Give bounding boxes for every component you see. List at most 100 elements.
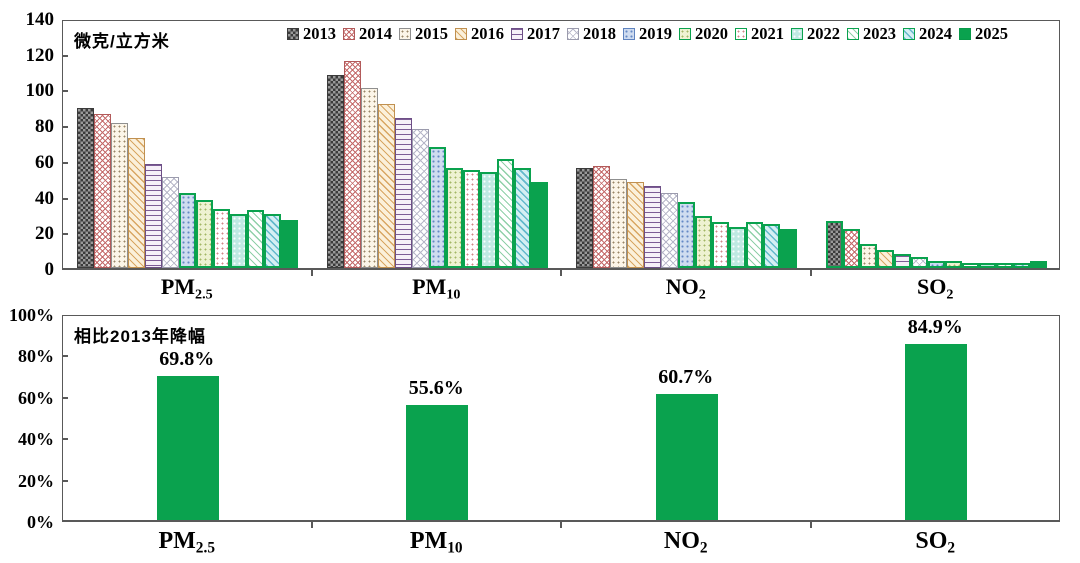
reduction-plot: 相比2013年降幅 bbox=[62, 315, 1060, 522]
bar-PM2.5-2025 bbox=[281, 219, 299, 268]
bar-PM10-2017 bbox=[394, 118, 412, 268]
y-axis-label: 60 bbox=[35, 151, 54, 173]
y-axis-tick bbox=[62, 479, 68, 482]
legend-swatch bbox=[567, 28, 579, 40]
bar-PM2.5-2015 bbox=[111, 123, 129, 268]
bar-SO2-2016 bbox=[876, 250, 894, 268]
legend-swatch bbox=[903, 28, 915, 40]
legend-item: 2025 bbox=[959, 24, 1008, 44]
bar-PM2.5-2013 bbox=[77, 108, 95, 268]
category-label: PM2.5 bbox=[160, 274, 213, 303]
y-axis-label: 80% bbox=[18, 346, 54, 367]
y-axis-label: 100% bbox=[9, 305, 54, 325]
legend-item: 2014 bbox=[343, 24, 392, 44]
bar-PM2.5-2016 bbox=[128, 137, 146, 268]
legend-swatch bbox=[287, 28, 299, 40]
bar-PM2.5-2022 bbox=[230, 214, 248, 268]
bar-PM2.5-2014 bbox=[94, 114, 112, 268]
bar-NO2-2024 bbox=[763, 224, 781, 268]
category-label: PM10 bbox=[412, 274, 461, 303]
legend-year: 2019 bbox=[639, 24, 672, 43]
y-axis-tick bbox=[62, 233, 68, 236]
bar-NO2-2022 bbox=[729, 226, 747, 268]
legend-swatch bbox=[959, 28, 971, 40]
bar-SO2-2024 bbox=[1012, 262, 1030, 268]
bar-SO2-2025 bbox=[1029, 260, 1047, 268]
legend-year: 2021 bbox=[751, 24, 784, 43]
legend-item: 2019 bbox=[623, 24, 672, 44]
value-label: 60.7% bbox=[658, 366, 714, 389]
y-axis-tick bbox=[62, 396, 68, 399]
bar-NO2-2021 bbox=[712, 221, 730, 268]
category-label: NO2 bbox=[665, 274, 706, 303]
legend-year: 2022 bbox=[807, 24, 840, 43]
x-axis-tick bbox=[809, 270, 812, 276]
bar-SO2-2019 bbox=[927, 260, 945, 268]
legend-item: 2024 bbox=[903, 24, 952, 44]
bar-NO2-2015 bbox=[610, 178, 628, 268]
y-axis-tick bbox=[62, 90, 68, 93]
legend-item: 2022 bbox=[791, 24, 840, 44]
legend-item: 2020 bbox=[679, 24, 728, 44]
legend-year: 2013 bbox=[303, 24, 336, 43]
legend-swatch bbox=[623, 28, 635, 40]
category-label: SO2 bbox=[915, 528, 956, 557]
y-axis-label: 40% bbox=[18, 429, 54, 450]
bar-PM2.5-2019 bbox=[179, 193, 197, 268]
y-axis-tick bbox=[62, 197, 68, 200]
legend-year: 2014 bbox=[359, 24, 392, 43]
concentration-plot: 微克/立方米 bbox=[62, 20, 1060, 270]
category-label: PM2.5 bbox=[158, 528, 215, 557]
bar-PM2.5-2023 bbox=[247, 209, 265, 268]
unit-label: 微克/立方米 bbox=[74, 32, 170, 51]
legend-swatch bbox=[679, 28, 691, 40]
y-axis-label: 100 bbox=[25, 80, 55, 102]
bar-PM10-2014 bbox=[343, 60, 361, 268]
y-axis-tick bbox=[62, 126, 68, 129]
legend-year: 2016 bbox=[471, 24, 504, 43]
y-axis-tick bbox=[62, 161, 68, 164]
legend-item: 2021 bbox=[735, 24, 784, 44]
bar-SO2-2014 bbox=[842, 228, 860, 268]
bar-PM2.5-2017 bbox=[145, 164, 163, 268]
legend-swatch bbox=[343, 28, 355, 40]
bar-PM10-2025 bbox=[530, 182, 548, 268]
value-label: 84.9% bbox=[907, 316, 963, 339]
category-label: NO2 bbox=[663, 528, 708, 557]
bar-PM10-2021 bbox=[462, 169, 480, 268]
x-axis-tick bbox=[560, 522, 562, 528]
reduction-bar-SO2 bbox=[905, 344, 968, 520]
legend-swatch bbox=[455, 28, 467, 40]
legend-swatch bbox=[735, 28, 747, 40]
legend-item: 2013 bbox=[287, 24, 336, 44]
bar-PM10-2023 bbox=[496, 159, 514, 268]
reduction-bar-PM10 bbox=[406, 404, 469, 520]
bar-PM2.5-2021 bbox=[213, 209, 231, 268]
category-label: SO2 bbox=[917, 274, 954, 303]
bar-NO2-2018 bbox=[661, 193, 679, 268]
y-axis-label: 40 bbox=[35, 187, 54, 209]
reduction-title: 相比2013年降幅 bbox=[74, 327, 206, 346]
reduction-bar-PM2.5 bbox=[156, 375, 219, 520]
bar-PM2.5-2024 bbox=[264, 213, 282, 268]
bar-PM10-2024 bbox=[513, 168, 531, 268]
bar-SO2-2022 bbox=[978, 262, 996, 268]
y-axis-label: 0 bbox=[44, 259, 55, 280]
legend-swatch bbox=[847, 28, 859, 40]
legend-year: 2025 bbox=[975, 24, 1008, 43]
legend-item: 2015 bbox=[399, 24, 448, 44]
bar-SO2-2017 bbox=[893, 253, 911, 268]
bar-PM10-2015 bbox=[360, 87, 378, 268]
y-axis-label: 80 bbox=[35, 116, 54, 138]
x-axis-tick bbox=[809, 522, 812, 528]
bar-PM2.5-2020 bbox=[196, 200, 214, 268]
y-axis-label: 20% bbox=[18, 470, 54, 491]
y-axis-label: 20 bbox=[35, 223, 54, 245]
legend-year: 2018 bbox=[583, 24, 616, 43]
legend-swatch bbox=[399, 28, 411, 40]
legend: 2013 2014 2015 2016 2017 2018 2019 2020 2021 2022… bbox=[287, 24, 1008, 44]
category-label: PM10 bbox=[409, 528, 463, 557]
legend-swatch bbox=[791, 28, 803, 40]
y-axis-tick bbox=[62, 355, 68, 358]
